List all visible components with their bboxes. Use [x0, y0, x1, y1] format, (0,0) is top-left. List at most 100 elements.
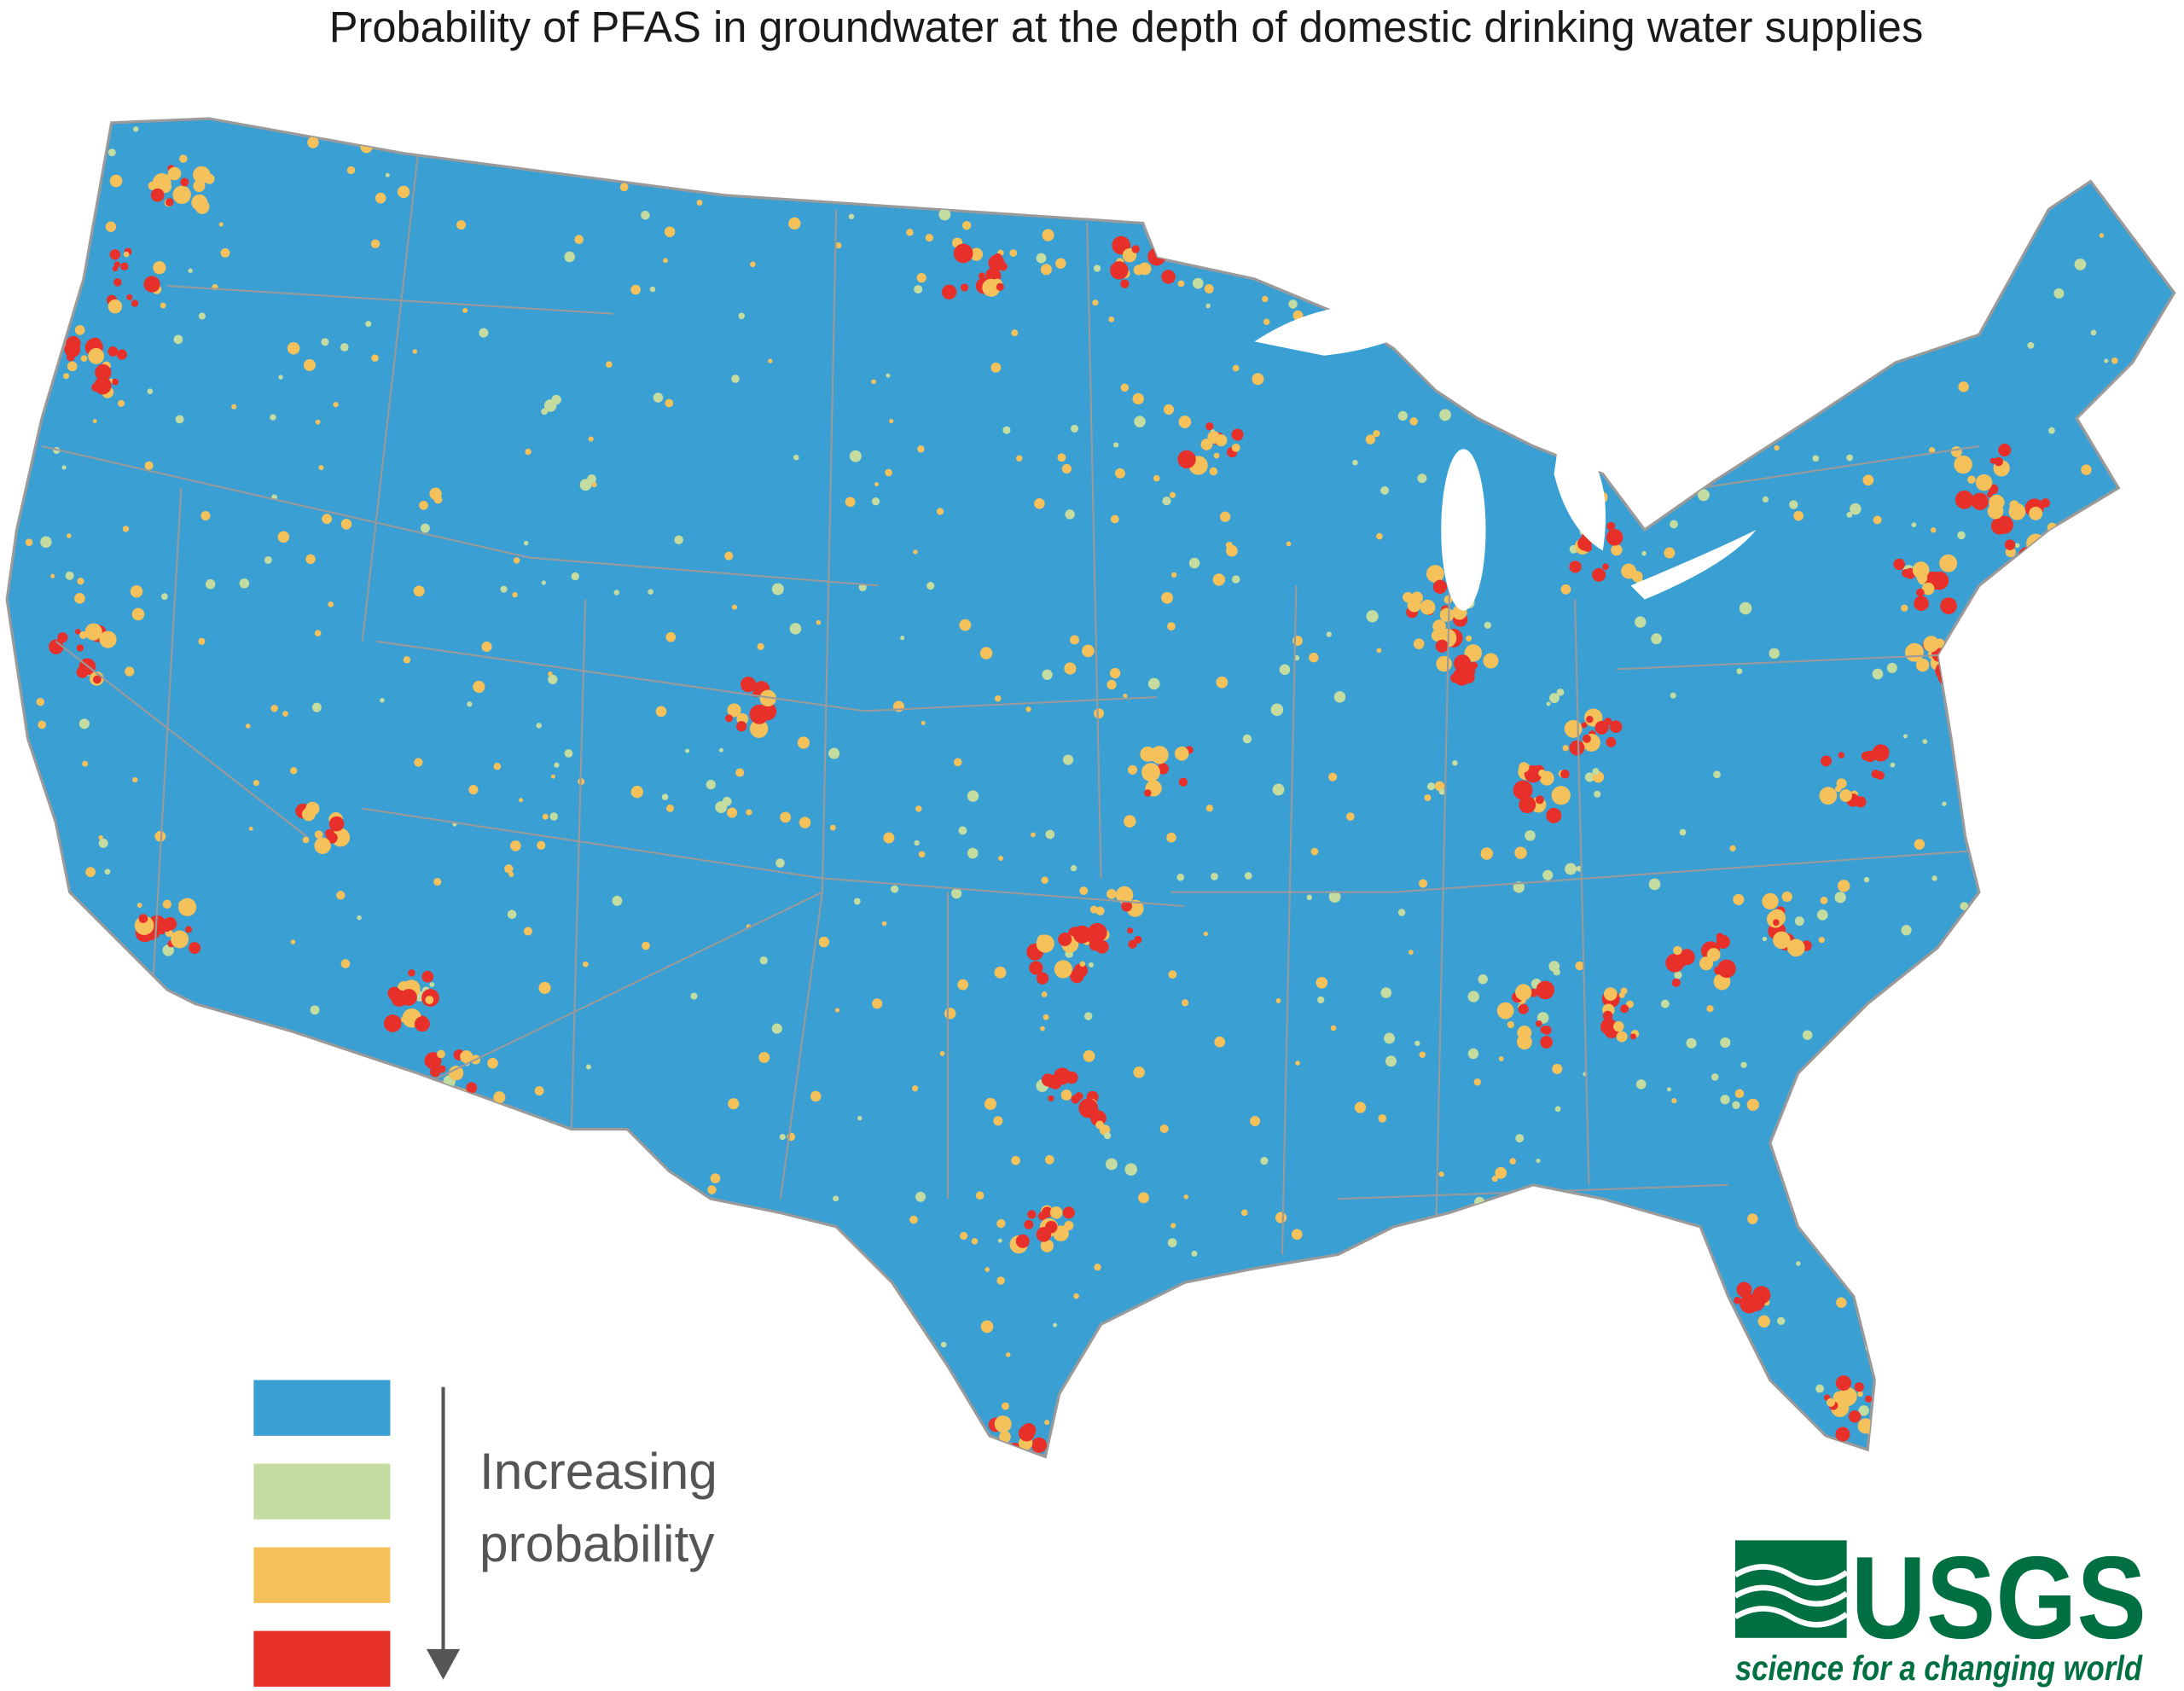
patch	[1443, 125, 1450, 134]
patch	[2129, 1108, 2140, 1119]
patch	[780, 811, 792, 823]
patch	[1930, 527, 1937, 533]
patch	[1147, 754, 1154, 761]
patch	[2082, 598, 2088, 604]
patch	[792, 1373, 799, 1380]
patch	[2122, 401, 2131, 411]
patch	[1016, 455, 1023, 462]
patch	[1260, 1157, 1269, 1165]
patch	[1833, 160, 1846, 173]
patch	[533, 1293, 540, 1299]
patch	[957, 1415, 962, 1421]
patch	[537, 840, 546, 850]
patch	[1213, 452, 1220, 459]
patch	[1079, 961, 1086, 968]
patch	[1740, 296, 1750, 305]
us-land	[5, 117, 2176, 1459]
patch	[1366, 610, 1379, 623]
patch	[455, 1138, 466, 1149]
patch	[421, 1254, 431, 1264]
patch	[1127, 764, 1138, 775]
patch	[444, 1155, 457, 1167]
patch	[1594, 720, 1609, 735]
patch	[88, 1237, 99, 1248]
patch	[331, 828, 351, 847]
patch	[311, 702, 322, 712]
patch	[1124, 1163, 1138, 1176]
patch	[126, 293, 133, 301]
patch	[647, 1185, 659, 1197]
patch	[1200, 439, 1213, 450]
patch	[1651, 247, 1658, 254]
patch	[403, 656, 411, 664]
patch	[1773, 919, 1780, 927]
patch	[1592, 768, 1600, 776]
patch	[967, 847, 979, 859]
patch	[1509, 1158, 1516, 1165]
patch	[849, 450, 862, 462]
patch	[2018, 547, 2037, 567]
patch	[1781, 891, 1792, 903]
patch	[448, 1066, 464, 1081]
patch	[1339, 1314, 1348, 1324]
patch	[1057, 453, 1066, 462]
patch	[993, 1116, 1003, 1126]
patch	[912, 1085, 919, 1092]
patch	[535, 1376, 546, 1387]
patch	[1011, 1155, 1020, 1165]
patch	[909, 1215, 918, 1224]
patch	[971, 1238, 979, 1245]
patch	[1202, 1355, 1215, 1368]
patch	[2009, 627, 2017, 635]
patch	[523, 927, 532, 936]
patch	[538, 981, 551, 994]
patch	[123, 251, 130, 258]
patch	[1170, 1223, 1176, 1229]
patch	[1535, 795, 1544, 805]
patch	[1021, 1422, 1037, 1438]
patch	[1242, 734, 1252, 744]
patch	[738, 312, 746, 320]
patch	[1121, 900, 1133, 912]
patch	[1536, 1158, 1541, 1164]
patch	[690, 992, 698, 1000]
patch	[1445, 171, 1454, 179]
patch	[328, 816, 345, 832]
patch	[508, 871, 514, 878]
patch	[1366, 284, 1380, 298]
patch	[142, 1149, 155, 1163]
patch	[706, 1334, 713, 1342]
patch	[425, 996, 434, 1004]
patch	[1855, 796, 1867, 808]
patch	[1606, 521, 1616, 531]
patch	[542, 813, 549, 820]
patch	[1443, 595, 1453, 604]
patch	[915, 135, 926, 147]
patch	[1774, 445, 1780, 451]
patch	[1998, 444, 2012, 457]
patch	[1546, 807, 1562, 823]
patch	[1150, 746, 1169, 764]
patch	[1079, 886, 1089, 895]
patch	[916, 273, 926, 283]
patch	[1385, 1055, 1397, 1067]
patch	[1365, 434, 1376, 445]
patch	[1821, 755, 1832, 767]
patch	[1093, 264, 1101, 272]
patch	[493, 1091, 506, 1104]
patch	[1720, 1037, 1731, 1048]
patch	[1507, 1020, 1514, 1029]
patch	[1652, 154, 1661, 164]
patch	[1839, 789, 1852, 802]
patch	[1872, 668, 1884, 680]
patch	[2123, 983, 2135, 994]
patch	[543, 399, 557, 412]
patch	[1163, 404, 1175, 415]
patch	[1942, 801, 1947, 806]
patch	[1426, 224, 1433, 230]
patch	[1082, 644, 1095, 658]
patch	[35, 790, 42, 797]
patch	[1928, 447, 1936, 454]
patch	[1716, 1310, 1724, 1319]
